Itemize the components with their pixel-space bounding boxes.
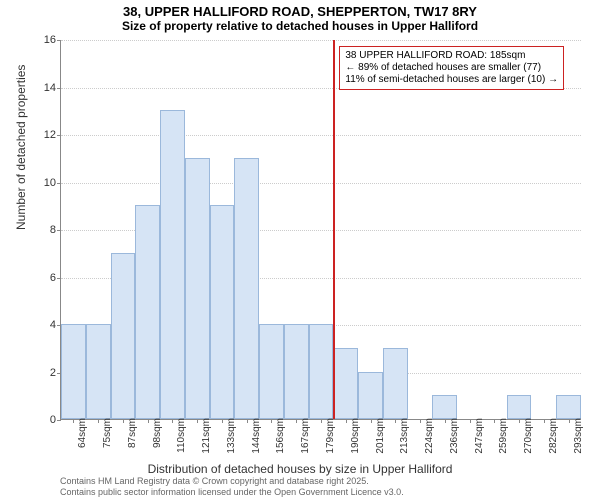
marker-line: [333, 40, 335, 419]
histogram-bar: [111, 253, 136, 419]
x-tick-label: 270sqm: [523, 418, 534, 454]
x-tick-mark: [544, 419, 545, 423]
x-tick-label: 156sqm: [275, 418, 286, 454]
x-tick-mark: [271, 419, 272, 423]
x-tick-label: 75sqm: [102, 418, 113, 448]
x-tick-mark: [519, 419, 520, 423]
annotation-line: 11% of semi-detached houses are larger (…: [345, 74, 558, 86]
x-tick-mark: [321, 419, 322, 423]
x-tick-label: 236sqm: [449, 418, 460, 454]
x-tick-mark: [346, 419, 347, 423]
gridline-h: [61, 40, 581, 41]
y-tick-mark: [57, 420, 61, 421]
x-tick-label: 121sqm: [201, 418, 212, 454]
y-tick-label: 2: [31, 367, 56, 379]
annotation-line: 38 UPPER HALLIFORD ROAD: 185sqm: [345, 50, 558, 62]
histogram-bar: [309, 324, 334, 419]
x-tick-label: 224sqm: [424, 418, 435, 454]
y-tick-label: 16: [31, 34, 56, 46]
attribution-text: Contains HM Land Registry data © Crown c…: [60, 476, 404, 498]
x-tick-label: 293sqm: [573, 418, 584, 454]
y-axis-label: Number of detached properties: [14, 65, 28, 230]
x-tick-mark: [172, 419, 173, 423]
x-tick-label: 167sqm: [300, 418, 311, 454]
chart-area: 024681012141664sqm75sqm87sqm98sqm110sqm1…: [60, 40, 580, 420]
y-tick-mark: [57, 135, 61, 136]
x-tick-label: 247sqm: [474, 418, 485, 454]
x-tick-label: 201sqm: [375, 418, 386, 454]
x-tick-label: 213sqm: [399, 418, 410, 454]
x-tick-mark: [371, 419, 372, 423]
histogram-bar: [210, 205, 235, 419]
y-tick-mark: [57, 88, 61, 89]
x-axis-label: Distribution of detached houses by size …: [0, 462, 600, 476]
x-tick-mark: [148, 419, 149, 423]
histogram-bar: [333, 348, 358, 419]
x-tick-label: 64sqm: [77, 418, 88, 448]
chart-title: 38, UPPER HALLIFORD ROAD, SHEPPERTON, TW…: [0, 4, 600, 19]
histogram-bar: [135, 205, 160, 419]
histogram-bar: [234, 158, 259, 419]
x-tick-mark: [197, 419, 198, 423]
x-tick-label: 110sqm: [176, 418, 187, 453]
gridline-h: [61, 183, 581, 184]
y-tick-label: 10: [31, 177, 56, 189]
histogram-bar: [185, 158, 210, 419]
x-tick-label: 144sqm: [251, 418, 262, 454]
x-tick-label: 87sqm: [127, 418, 138, 448]
x-tick-mark: [98, 419, 99, 423]
y-tick-label: 6: [31, 272, 56, 284]
x-tick-mark: [445, 419, 446, 423]
x-tick-mark: [123, 419, 124, 423]
histogram-bar: [507, 395, 532, 419]
y-tick-mark: [57, 183, 61, 184]
histogram-bar: [358, 372, 383, 420]
y-tick-label: 8: [31, 224, 56, 236]
annotation-box: 38 UPPER HALLIFORD ROAD: 185sqm← 89% of …: [339, 46, 564, 90]
histogram-bar: [86, 324, 111, 419]
chart-subtitle: Size of property relative to detached ho…: [0, 19, 600, 33]
y-tick-label: 0: [31, 414, 56, 426]
histogram-bar: [432, 395, 457, 419]
annotation-line: ← 89% of detached houses are smaller (77…: [345, 62, 558, 74]
histogram-bar: [160, 110, 185, 419]
x-tick-mark: [420, 419, 421, 423]
x-tick-label: 133sqm: [226, 418, 237, 454]
histogram-bar: [556, 395, 581, 419]
attribution-line-1: Contains HM Land Registry data © Crown c…: [60, 476, 404, 487]
y-tick-label: 12: [31, 129, 56, 141]
x-tick-label: 179sqm: [325, 418, 336, 454]
x-tick-label: 259sqm: [498, 418, 509, 454]
y-tick-label: 4: [31, 319, 56, 331]
x-tick-mark: [73, 419, 74, 423]
histogram-bar: [259, 324, 284, 419]
histogram-bar: [284, 324, 309, 419]
x-tick-mark: [569, 419, 570, 423]
y-tick-label: 14: [31, 82, 56, 94]
x-tick-mark: [470, 419, 471, 423]
x-tick-mark: [222, 419, 223, 423]
plot-area: 024681012141664sqm75sqm87sqm98sqm110sqm1…: [60, 40, 580, 420]
gridline-h: [61, 135, 581, 136]
x-tick-label: 190sqm: [350, 418, 361, 454]
attribution-line-2: Contains public sector information licen…: [60, 487, 404, 498]
y-tick-mark: [57, 40, 61, 41]
x-tick-mark: [494, 419, 495, 423]
x-tick-label: 282sqm: [548, 418, 559, 454]
histogram-bar: [61, 324, 86, 419]
histogram-bar: [383, 348, 408, 419]
x-tick-label: 98sqm: [152, 418, 163, 448]
x-tick-mark: [247, 419, 248, 423]
y-tick-mark: [57, 278, 61, 279]
x-tick-mark: [296, 419, 297, 423]
x-tick-mark: [395, 419, 396, 423]
y-tick-mark: [57, 230, 61, 231]
